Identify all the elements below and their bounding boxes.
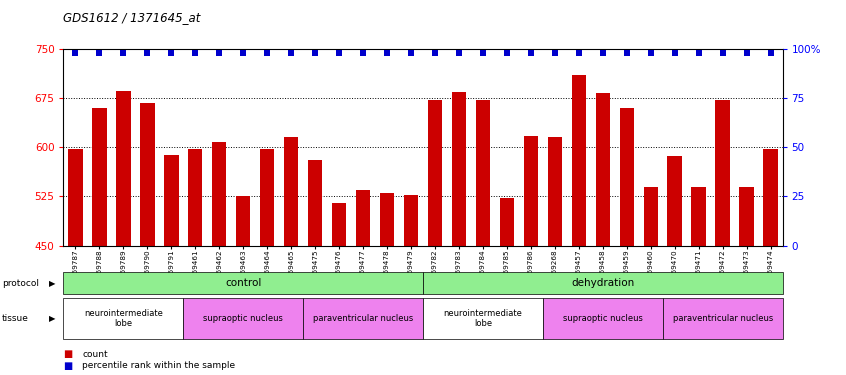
Point	[92, 50, 106, 56]
Text: paraventricular nucleus: paraventricular nucleus	[673, 314, 772, 323]
Point	[500, 50, 514, 56]
Point	[164, 50, 178, 56]
Text: ▶: ▶	[49, 314, 56, 323]
Bar	[475, 100, 490, 246]
Bar	[716, 100, 730, 246]
Bar	[596, 93, 610, 246]
Point	[236, 50, 250, 56]
Point	[692, 50, 706, 56]
Point	[212, 50, 226, 56]
Bar	[69, 149, 83, 246]
Bar	[92, 108, 107, 246]
Point	[308, 50, 321, 56]
Point	[524, 50, 537, 56]
Point	[716, 50, 729, 56]
Text: control: control	[225, 278, 261, 288]
Bar	[644, 187, 658, 246]
Point	[380, 50, 393, 56]
Bar	[404, 195, 418, 246]
Bar	[332, 203, 346, 246]
Point	[620, 50, 634, 56]
Bar	[739, 187, 754, 246]
Point	[452, 50, 465, 56]
Bar	[188, 148, 202, 246]
Point	[189, 50, 202, 56]
Bar	[140, 103, 155, 246]
Point	[356, 50, 370, 56]
Point	[739, 50, 753, 56]
Bar	[763, 149, 777, 246]
Bar	[260, 148, 274, 246]
Text: count: count	[82, 350, 107, 359]
Bar	[524, 136, 538, 246]
Bar	[428, 100, 442, 246]
Bar	[236, 196, 250, 246]
Bar	[452, 92, 466, 246]
Text: paraventricular nucleus: paraventricular nucleus	[313, 314, 413, 323]
Bar	[572, 75, 586, 246]
Bar	[691, 187, 706, 246]
Text: supraoptic nucleus: supraoptic nucleus	[563, 314, 643, 323]
Point	[548, 50, 562, 56]
Point	[476, 50, 490, 56]
Bar	[284, 137, 299, 246]
Point	[140, 50, 154, 56]
Point	[667, 50, 681, 56]
Bar	[547, 137, 562, 246]
Bar	[164, 155, 179, 246]
Bar	[308, 160, 322, 246]
Text: ▶: ▶	[49, 279, 56, 288]
Bar	[667, 156, 682, 246]
Text: ■: ■	[63, 350, 73, 359]
Point	[572, 50, 585, 56]
Bar	[212, 142, 227, 246]
Point	[764, 50, 777, 56]
Text: ■: ■	[63, 361, 73, 370]
Text: percentile rank within the sample: percentile rank within the sample	[82, 361, 235, 370]
Point	[428, 50, 442, 56]
Point	[261, 50, 274, 56]
Point	[404, 50, 418, 56]
Bar	[356, 190, 371, 246]
Text: protocol: protocol	[2, 279, 39, 288]
Text: tissue: tissue	[2, 314, 29, 323]
Text: neurointermediate
lobe: neurointermediate lobe	[443, 309, 522, 328]
Point	[644, 50, 657, 56]
Text: GDS1612 / 1371645_at: GDS1612 / 1371645_at	[63, 11, 201, 24]
Bar	[619, 108, 634, 246]
Bar	[116, 92, 130, 246]
Text: neurointermediate
lobe: neurointermediate lobe	[84, 309, 162, 328]
Text: supraoptic nucleus: supraoptic nucleus	[203, 314, 283, 323]
Text: dehydration: dehydration	[571, 278, 634, 288]
Bar	[500, 198, 514, 246]
Bar	[380, 193, 394, 246]
Point	[596, 50, 609, 56]
Point	[284, 50, 298, 56]
Point	[332, 50, 346, 56]
Point	[69, 50, 82, 56]
Point	[117, 50, 130, 56]
